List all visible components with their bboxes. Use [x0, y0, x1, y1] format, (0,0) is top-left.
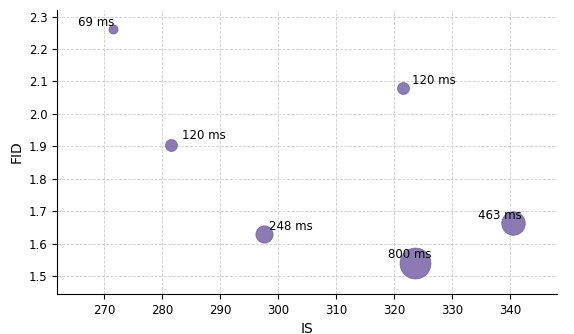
Point — [108, 27, 117, 32]
Point — [398, 85, 408, 91]
Point — [166, 142, 175, 147]
Text: 120 ms: 120 ms — [412, 74, 455, 87]
Y-axis label: FID: FID — [9, 141, 24, 163]
X-axis label: IS: IS — [301, 322, 313, 334]
Text: 248 ms: 248 ms — [269, 220, 313, 233]
Text: 69 ms: 69 ms — [77, 16, 114, 29]
Point — [410, 261, 419, 266]
Point — [509, 220, 518, 225]
Text: 120 ms: 120 ms — [183, 129, 226, 142]
Text: 800 ms: 800 ms — [389, 248, 432, 262]
Point — [259, 231, 268, 236]
Text: 463 ms: 463 ms — [478, 208, 522, 221]
